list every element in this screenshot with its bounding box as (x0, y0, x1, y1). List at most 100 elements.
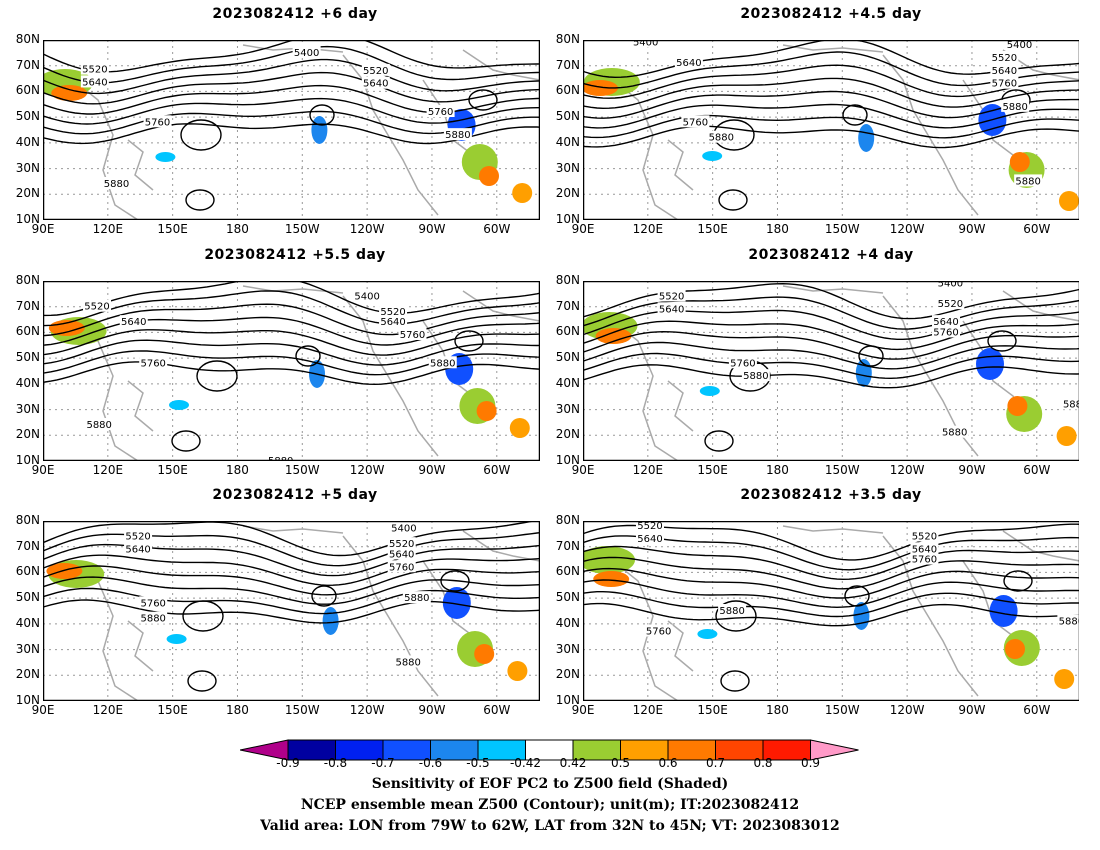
lat-tick-label: 60N (15, 83, 40, 98)
contour-label: 5760 (140, 598, 165, 609)
coastline (342, 295, 439, 457)
lat-tick-label: 70N (555, 57, 580, 72)
contour-label: 5640 (125, 544, 150, 555)
contour-label: 5640 (992, 66, 1017, 77)
lon-tick-label: 120W (889, 222, 925, 236)
closed-contour (185, 189, 215, 211)
contour-label-bg (394, 655, 423, 668)
contour-label-bg (635, 532, 664, 544)
map-canvas: 552056405400552056405760588057605880 (583, 521, 1079, 701)
contour-label-bg (124, 529, 153, 542)
contour-label: 5760 (646, 627, 671, 638)
lon-tick-label: 90E (571, 222, 595, 236)
z500-contour (43, 329, 540, 356)
closed-contour (187, 670, 217, 692)
lat-tick-label: 40N (555, 134, 580, 149)
contour-label-bg (990, 63, 1019, 76)
contour-label-bg (443, 128, 472, 141)
contour-label-bg (910, 552, 939, 565)
lon-tick-label: 180 (226, 222, 249, 236)
contour-label-bg (85, 418, 114, 430)
map-frame (583, 281, 1079, 461)
sensitivity-shading (507, 661, 528, 681)
colorbar-tick-label: 0.9 (800, 756, 821, 770)
coastline (242, 285, 344, 294)
contour-label-bg (674, 56, 703, 69)
contour-label-bg (728, 356, 757, 369)
lon-tick-label: 150E (697, 222, 728, 236)
contour-label-bg (940, 425, 969, 438)
contour-label: 5880 (1063, 399, 1079, 410)
contour-label: 5880 (1059, 616, 1079, 627)
contour-label: 5520 (363, 66, 388, 77)
lat-tick-label: 80N (555, 32, 580, 46)
closed-contour (844, 585, 870, 607)
contour-label-bg (387, 547, 416, 560)
contour-label-bg (353, 289, 382, 302)
z500-contour (583, 282, 1079, 320)
lon-tick-label: 90W (418, 463, 446, 477)
contour-label-bg (387, 537, 416, 550)
contour-label-bg (389, 521, 418, 534)
lon-tick-label: 150W (284, 463, 320, 477)
lat-tick-label: 80N (555, 513, 580, 527)
lon-tick-label: 150E (157, 703, 188, 717)
lat-tick-label: 30N (555, 401, 580, 416)
lat-tick-label: 20N (15, 186, 40, 201)
contour-label-bg (402, 591, 431, 604)
closed-contour (842, 104, 868, 126)
contour-label: 5520 (637, 521, 662, 532)
contour-label-bg (1014, 174, 1043, 187)
z500-contour (43, 40, 540, 73)
z500-contour (583, 567, 1079, 599)
lon-tick-label: 90W (958, 703, 986, 717)
lat-tick-label: 60N (555, 564, 580, 579)
colorbar-tick-label: 0.6 (658, 756, 678, 770)
contour-label: 5520 (380, 307, 405, 318)
lon-tick-label: 180 (226, 463, 249, 477)
sensitivity-shading (474, 644, 495, 664)
lat-tick-label: 70N (15, 538, 40, 553)
coastline (667, 139, 694, 191)
lon-tick-label: 120E (92, 463, 124, 477)
contour-label: 5880 (709, 133, 734, 144)
coastline (612, 79, 679, 220)
sensitivity-shading (593, 571, 630, 587)
contour-label-bg (1005, 40, 1034, 51)
sensitivity-shading (311, 116, 328, 144)
lon-tick-label: 120W (889, 703, 925, 717)
sensitivity-shading (583, 546, 635, 574)
lat-tick-label: 50N (555, 109, 580, 124)
contour-label: 5640 (933, 317, 958, 328)
contour-label-bg (707, 130, 736, 143)
lon-tick-label: 150E (157, 463, 188, 477)
lon-tick-label: 180 (766, 222, 789, 236)
colorbar-tick-label: 0.8 (753, 756, 773, 770)
contour-label-bg (102, 177, 131, 189)
lat-tick-label: 80N (15, 513, 40, 527)
lon-tick-label: 90W (418, 222, 446, 236)
z500-contour (583, 352, 1079, 380)
sensitivity-shading (509, 418, 530, 438)
sensitivity-shading (1007, 396, 1028, 416)
closed-contour (987, 330, 1017, 352)
contour-label: 5760 (992, 79, 1017, 90)
colorbar (240, 739, 859, 761)
map-frame (43, 40, 540, 220)
colorbar-tick-label: -0.9 (276, 756, 300, 770)
coastline (242, 525, 344, 534)
map-panel: 552056405400552056405760588057605880 (583, 521, 1079, 701)
colorbar-tick-label: -0.6 (418, 756, 443, 770)
lon-tick-label: 120E (92, 222, 124, 236)
panel-title: 2023082412 +6 day (212, 6, 378, 22)
contour-label-bg (83, 299, 112, 312)
contour-label-bg (124, 542, 153, 555)
lat-tick-label: 40N (15, 134, 40, 149)
contour-label-bg (428, 356, 457, 369)
contour-label: 5520 (992, 53, 1017, 64)
contour-label: 5760 (933, 327, 958, 338)
contour-label: 5400 (1007, 40, 1032, 51)
